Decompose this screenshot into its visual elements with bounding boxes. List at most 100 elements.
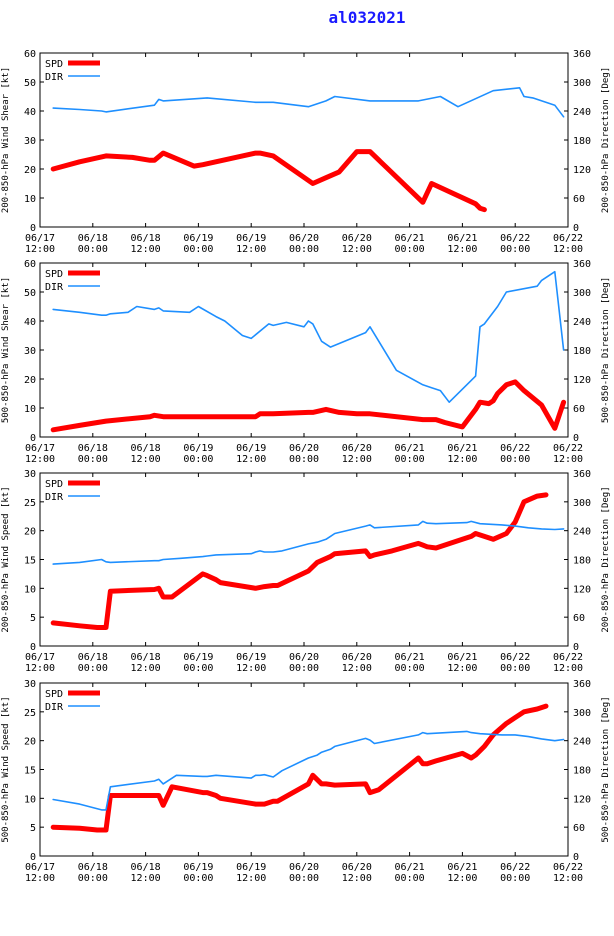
chart-panel-3: 06/1712:0006/1800:0006/1812:0006/1900:00… [1, 469, 611, 674]
x-tick-label-date: 06/22 [500, 652, 530, 663]
y-tick-label: 15 [24, 766, 36, 777]
x-tick-label-date: 06/18 [78, 862, 108, 873]
x-tick-label-time: 00:00 [183, 454, 213, 465]
legend-label-dir: DIR [45, 282, 64, 293]
x-tick-label-date: 06/21 [447, 862, 477, 873]
plot-frame [39, 52, 569, 228]
y2-tick-label: 180 [573, 556, 591, 567]
y2-tick-label: 240 [573, 107, 591, 118]
x-tick-label-time: 00:00 [395, 873, 425, 884]
x-tick-label-time: 12:00 [131, 244, 161, 255]
series-line-dir [52, 520, 565, 565]
x-tick-label-time: 00:00 [500, 454, 530, 465]
x-tick-label-time: 00:00 [78, 454, 108, 465]
legend-label-dir: DIR [45, 72, 64, 83]
y2-tick-label: 240 [573, 737, 591, 748]
y-axis-label: 500-850-hPa Wind Speed [kt] [1, 696, 11, 842]
y-tick-label: 50 [24, 288, 36, 299]
y2-tick-label: 360 [573, 469, 591, 480]
x-tick-label-date: 06/20 [289, 233, 319, 244]
legend-label-spd: SPD [45, 269, 63, 280]
x-tick-label-time: 00:00 [183, 873, 213, 884]
y2-tick-label: 240 [573, 527, 591, 538]
series-line-spd [50, 149, 487, 213]
x-tick-label-date: 06/18 [131, 443, 161, 454]
legend-label-dir: DIR [45, 492, 64, 503]
y2-tick-label: 180 [573, 136, 591, 147]
y-tick-label: 0 [30, 642, 36, 653]
y-tick-label: 10 [24, 404, 36, 415]
y2-tick-label: 300 [573, 498, 591, 509]
x-tick-label-date: 06/21 [395, 233, 425, 244]
x-tick-label-date: 06/20 [342, 652, 372, 663]
y-axis-label: 500-850-hPa Wind Shear [kt] [1, 277, 11, 423]
chart-panel-1: 06/1712:0006/1800:0006/1812:0006/1900:00… [1, 49, 611, 255]
x-tick-label-time: 00:00 [500, 663, 530, 674]
x-tick-label-date: 06/21 [447, 652, 477, 663]
x-tick-label-date: 06/22 [553, 652, 583, 663]
x-tick-label-date: 06/21 [395, 652, 425, 663]
y-tick-label: 0 [30, 433, 36, 444]
x-tick-label-time: 00:00 [78, 244, 108, 255]
y-tick-label: 30 [24, 469, 36, 480]
x-tick-label-time: 00:00 [395, 454, 425, 465]
x-tick-label-time: 12:00 [25, 244, 55, 255]
y2-tick-label: 60 [573, 404, 585, 415]
x-tick-label-date: 06/20 [342, 443, 372, 454]
x-tick-label-date: 06/22 [500, 862, 530, 873]
x-tick-label-time: 12:00 [553, 663, 583, 674]
y-tick-label: 25 [24, 708, 36, 719]
y-axis-label: 200-850-hPa Wind Shear [kt] [1, 67, 11, 213]
x-tick-label-date: 06/17 [25, 862, 55, 873]
x-tick-label-time: 12:00 [131, 663, 161, 674]
series-line-dir [52, 87, 565, 118]
series-line-dir [52, 730, 565, 811]
x-tick-label-date: 06/20 [342, 862, 372, 873]
y-tick-label: 20 [24, 527, 36, 538]
y-tick-label: 25 [24, 498, 36, 509]
x-tick-label-date: 06/22 [553, 443, 583, 454]
x-tick-label-date: 06/22 [500, 443, 530, 454]
y-tick-label: 40 [24, 107, 36, 118]
x-tick-label-date: 06/18 [78, 652, 108, 663]
x-tick-label-time: 12:00 [25, 873, 55, 884]
x-tick-label-time: 00:00 [78, 873, 108, 884]
x-tick-label-time: 12:00 [447, 663, 477, 674]
y2-axis-label: 500-850-hPa Direction [Deg] [601, 277, 611, 423]
y2-tick-label: 300 [573, 288, 591, 299]
x-tick-label-time: 12:00 [447, 454, 477, 465]
x-tick-label-time: 12:00 [342, 244, 372, 255]
y2-tick-label: 360 [573, 259, 591, 270]
plot-frame [39, 472, 569, 647]
y2-axis-label: 200-850-hPa Direction [Deg] [601, 486, 611, 632]
x-tick-label-date: 06/19 [236, 443, 266, 454]
x-tick-label-time: 12:00 [236, 663, 266, 674]
y-tick-label: 10 [24, 584, 36, 595]
x-tick-label-date: 06/17 [25, 652, 55, 663]
x-tick-label-date: 06/19 [236, 652, 266, 663]
x-tick-label-date: 06/18 [131, 233, 161, 244]
legend-label-spd: SPD [45, 689, 63, 700]
y2-tick-label: 360 [573, 679, 591, 690]
y-tick-label: 5 [30, 613, 36, 624]
x-tick-label-date: 06/17 [25, 233, 55, 244]
x-tick-label-date: 06/22 [553, 862, 583, 873]
y2-tick-label: 120 [573, 165, 591, 176]
y2-tick-label: 180 [573, 346, 591, 357]
x-tick-label-time: 00:00 [289, 873, 319, 884]
x-tick-label-date: 06/19 [183, 443, 213, 454]
y2-tick-label: 360 [573, 49, 591, 60]
y2-tick-label: 300 [573, 708, 591, 719]
x-tick-label-time: 00:00 [183, 244, 213, 255]
x-tick-label-date: 06/19 [183, 652, 213, 663]
chart-panel-4: 06/1712:0006/1800:0006/1812:0006/1900:00… [1, 679, 611, 884]
x-tick-label-date: 06/20 [342, 233, 372, 244]
y-tick-label: 20 [24, 737, 36, 748]
y2-axis-label: 200-850-hPa Direction [Deg] [601, 67, 611, 213]
plot-frame [39, 682, 569, 857]
x-tick-label-date: 06/19 [183, 862, 213, 873]
y-tick-label: 20 [24, 165, 36, 176]
y-tick-label: 50 [24, 78, 36, 89]
legend-label-dir: DIR [45, 702, 64, 713]
y-tick-label: 30 [24, 136, 36, 147]
